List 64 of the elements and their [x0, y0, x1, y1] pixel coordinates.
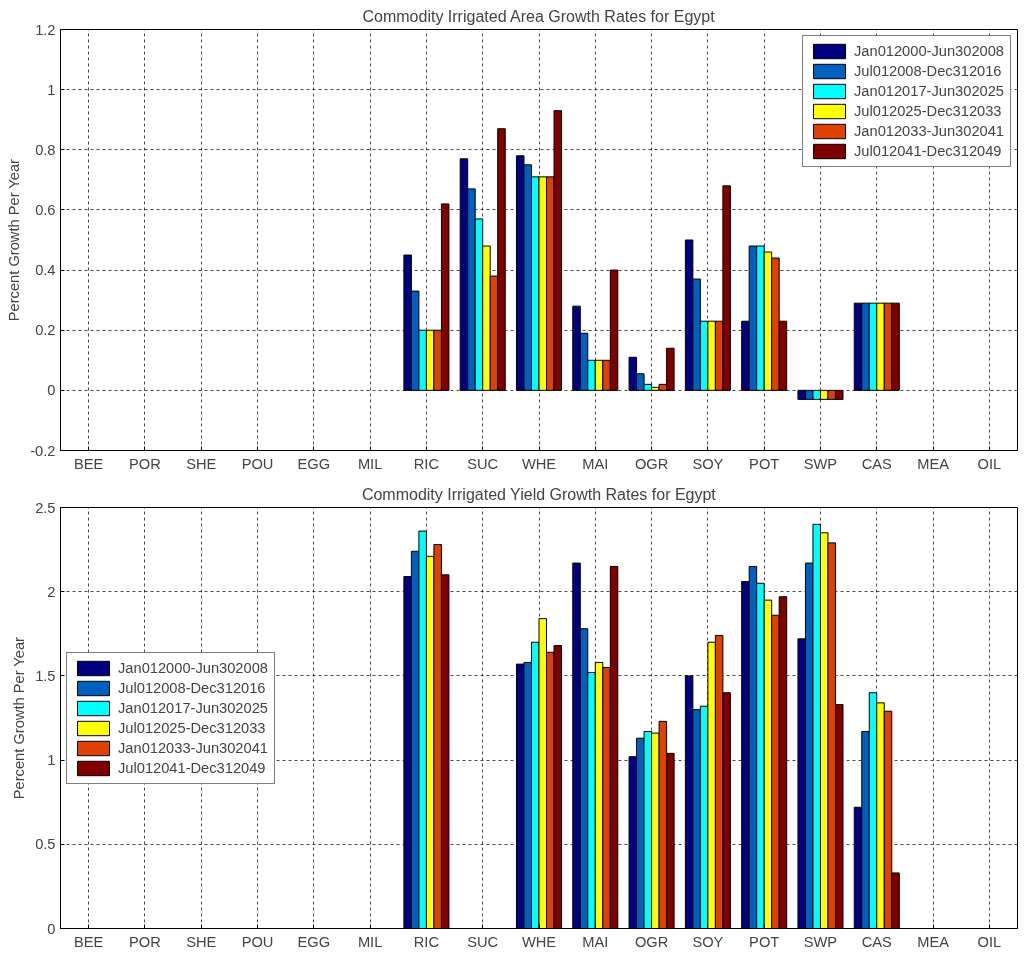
x-tick-label: MEA	[917, 455, 950, 472]
x-tick-label: OGR	[634, 933, 669, 950]
chart-title: Commodity Irrigated Area Growth Rates for Egypt	[362, 7, 716, 25]
x-tick-label: SHE	[186, 933, 217, 950]
x-tick-label: POT	[749, 455, 780, 472]
y-tick-label: 0.2	[35, 322, 56, 339]
x-tick-label: RIC	[413, 455, 440, 472]
y-tick-label: -0.2	[30, 442, 56, 459]
legend-label: Jan012033-Jun302041	[854, 123, 1004, 139]
x-tick-label: POU	[241, 933, 274, 950]
legend-label: Jan012017-Jun302025	[854, 83, 1004, 99]
x-tick-label: POU	[241, 455, 274, 472]
legend-label: Jul012025-Dec312033	[118, 719, 266, 736]
x-tick-label: BEE	[73, 455, 104, 472]
y-tick-label: 1.2	[35, 21, 56, 38]
y-tick-label: 0.6	[35, 201, 56, 218]
x-tick-label: BEE	[73, 933, 104, 950]
x-tick-label: MIL	[357, 933, 383, 950]
y-tick-label: 0	[47, 920, 56, 937]
x-tick-label: MAI	[582, 933, 609, 950]
x-tick-label: SOY	[692, 933, 724, 950]
x-tick-label: SWP	[803, 455, 838, 472]
x-tick-label: OGR	[634, 455, 669, 472]
x-tick-label: OIL	[977, 933, 1002, 950]
x-tick-label: SOY	[692, 455, 724, 472]
x-tick-label: POT	[749, 933, 780, 950]
y-tick-label: 0.5	[35, 836, 56, 853]
y-tick-label: 2.5	[35, 499, 56, 516]
legend-label: Jan012000-Jun302008	[118, 659, 268, 676]
x-tick-label: SHE	[186, 455, 217, 472]
legend-label: Jul012025-Dec312033	[854, 103, 1002, 119]
y-axis-title: Percent Growth Per Year	[6, 158, 23, 322]
y-tick-label: 0	[47, 382, 56, 399]
y-tick-label: 1	[47, 81, 56, 98]
x-tick-label: SUC	[467, 933, 499, 950]
x-tick-label: SUC	[467, 455, 499, 472]
x-tick-label: POR	[129, 933, 161, 950]
legend-label: Jan012017-Jun302025	[118, 699, 268, 716]
x-tick-label: CAS	[861, 933, 893, 950]
x-tick-label: RIC	[413, 933, 440, 950]
x-tick-label: EGG	[297, 933, 331, 950]
x-tick-label: CAS	[861, 455, 893, 472]
y-tick-label: 0.4	[35, 262, 56, 279]
y-tick-label: 0.8	[35, 141, 56, 158]
legend-label: Jan012000-Jun302008	[854, 43, 1004, 59]
x-tick-label: OIL	[977, 455, 1002, 472]
chart-title: Commodity Irrigated Yield Growth Rates for Egypt	[361, 485, 717, 503]
y-tick-label: 1	[47, 752, 56, 769]
legend-label: Jan012033-Jun302041	[118, 739, 268, 756]
legend-label: Jul012008-Dec312016	[854, 63, 1002, 79]
x-tick-label: POR	[129, 455, 161, 472]
y-axis-title: Percent Growth Per Year	[11, 636, 28, 800]
legend-label: Jul012041-Dec312049	[118, 759, 266, 776]
y-tick-label: 2	[47, 583, 56, 600]
x-tick-label: WHE	[521, 933, 557, 950]
y-tick-label: 1.5	[35, 667, 56, 684]
x-tick-label: WHE	[521, 455, 557, 472]
x-tick-label: MEA	[917, 933, 950, 950]
legend-label: Jul012008-Dec312016	[118, 679, 266, 696]
legend-label: Jul012041-Dec312049	[854, 143, 1002, 159]
x-tick-label: MIL	[357, 455, 383, 472]
x-tick-label: MAI	[582, 455, 609, 472]
x-tick-label: SWP	[803, 933, 838, 950]
x-tick-label: EGG	[297, 455, 331, 472]
